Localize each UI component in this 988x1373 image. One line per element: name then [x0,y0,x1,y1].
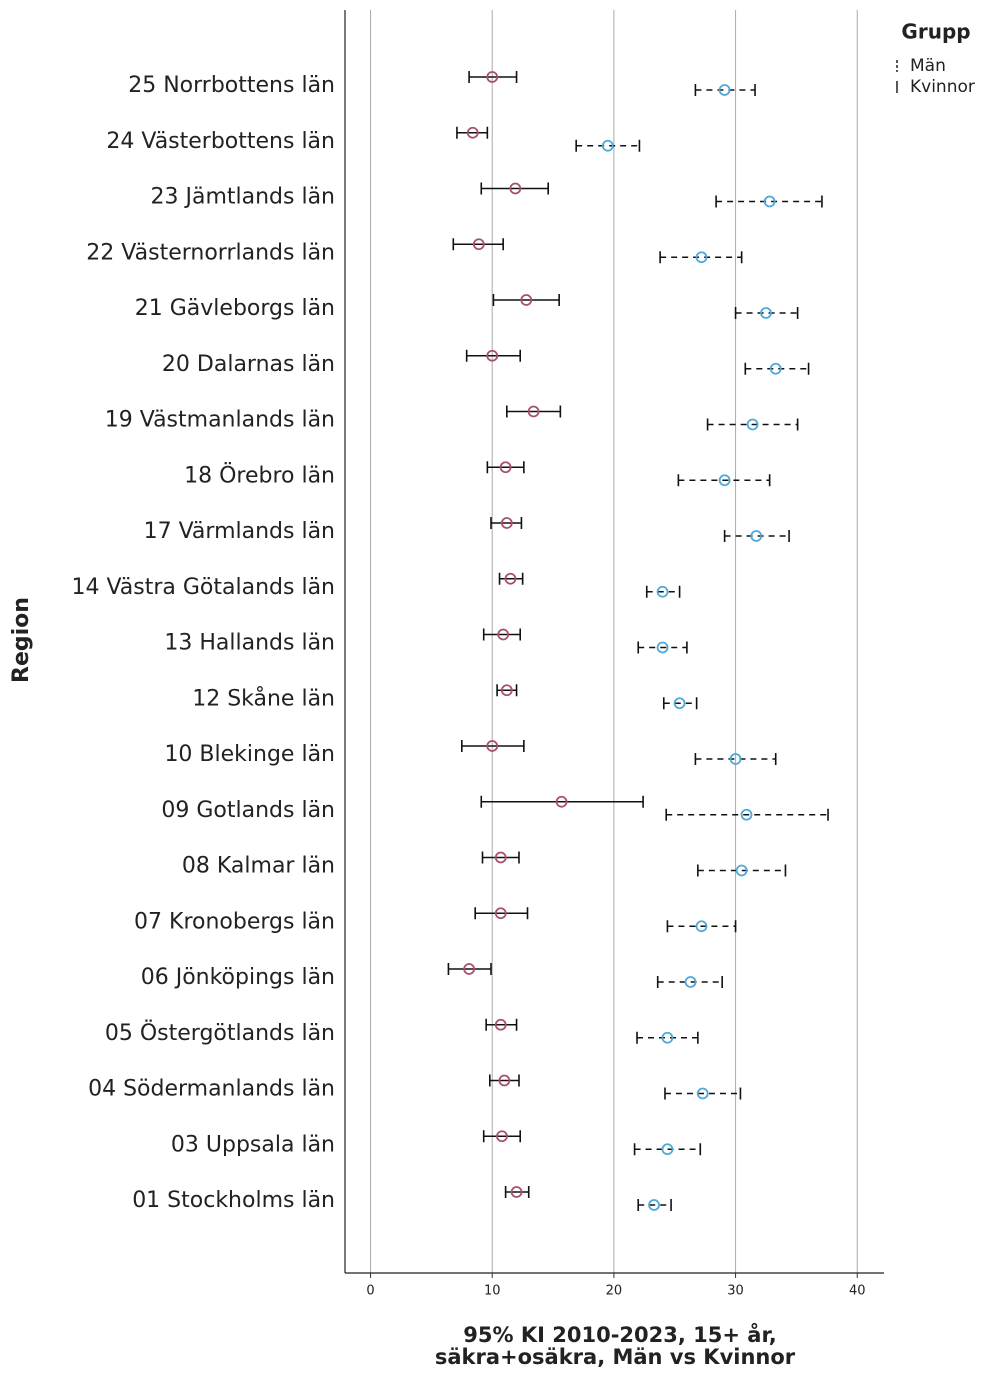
mean-marker [735,864,748,877]
mean-marker [695,920,708,933]
y-tick-label: 17 Värmlands län [144,519,335,544]
mean-marker [494,851,507,864]
mean-marker [510,1186,523,1198]
mean-marker [763,195,776,208]
mean-marker [750,530,763,542]
mean-marker [601,139,614,152]
y-tick-label: 07 Kronobergs län [134,909,335,934]
mean-marker [463,963,476,975]
x-axis-title: säkra+osäkra, Män vs Kvinnor [435,1345,796,1369]
mean-marker [656,641,669,654]
y-tick-label: 12 Skåne län [192,685,335,711]
y-tick-label: 05 Östergötlands län [105,1020,335,1046]
mean-marker [769,362,782,375]
x-tick-label: 40 [849,1284,866,1299]
x-tick-label: 10 [484,1284,501,1299]
mean-marker [729,753,742,765]
x-tick-label: 30 [727,1284,744,1299]
mean-marker [760,307,772,319]
mean-marker [500,684,513,697]
mean-marker [740,808,753,821]
y-tick-label: 04 Södermanlands län [88,1077,335,1102]
y-tick-label: 03 Uppsala län [171,1132,335,1157]
mean-marker [718,474,731,487]
mean-marker [684,976,697,988]
mean-marker [673,697,686,710]
mean-marker [527,405,540,418]
y-tick-label: 09 Gotlands län [161,798,335,823]
x-tick-label: 0 [366,1284,374,1299]
y-tick-label: 23 Jämtlands län [150,185,335,210]
mean-marker [486,349,499,362]
mean-marker [497,628,510,641]
mean-marker [499,461,512,474]
legend-title: Grupp [901,20,970,44]
y-tick-label: 14 Västra Götalands län [71,575,335,600]
x-axis-title: 95% KI 2010-2023, 15+ år, [463,1322,776,1347]
mean-marker [486,740,499,752]
legend-label: Män [910,56,946,76]
mean-marker [486,71,499,83]
mean-marker [656,585,669,598]
x-tick-label: 20 [606,1284,623,1299]
y-tick-label: 10 Blekinge län [164,742,335,767]
mean-marker [472,238,485,251]
mean-marker [509,182,522,195]
y-axis-title: Region [9,597,34,683]
mean-marker [648,1199,660,1211]
mean-marker [494,907,507,920]
mean-marker [466,126,479,139]
mean-marker [500,517,513,529]
y-tick-label: 13 Hallands län [164,631,335,656]
mean-marker [498,1074,511,1087]
y-tick-label: 25 Norrbottens län [128,73,335,98]
mean-marker [520,294,533,306]
mean-marker [494,1018,507,1031]
y-tick-label: 06 Jönköpings län [141,965,335,990]
legend-label: Kvinnor [910,77,975,97]
y-tick-label: 19 Västmanlands län [105,408,335,433]
y-tick-label: 01 Stockholms län [132,1188,335,1213]
mean-marker [661,1031,674,1044]
y-tick-label: 18 Örebro län [184,462,335,488]
mean-marker [555,795,568,808]
y-tick-label: 20 Dalarnas län [162,352,335,377]
y-tick-label: 22 Västernorrlands län [86,240,335,265]
mean-marker [696,1087,709,1100]
mean-marker [504,572,517,585]
y-tick-label: 08 Kalmar län [182,854,335,879]
mean-marker [695,251,708,264]
mean-marker [718,84,731,96]
mean-marker [746,418,759,431]
mean-marker [661,1143,674,1156]
y-tick-label: 24 Västerbottens län [106,129,335,154]
y-tick-label: 21 Gävleborgs län [135,296,335,321]
mean-marker [496,1130,508,1143]
